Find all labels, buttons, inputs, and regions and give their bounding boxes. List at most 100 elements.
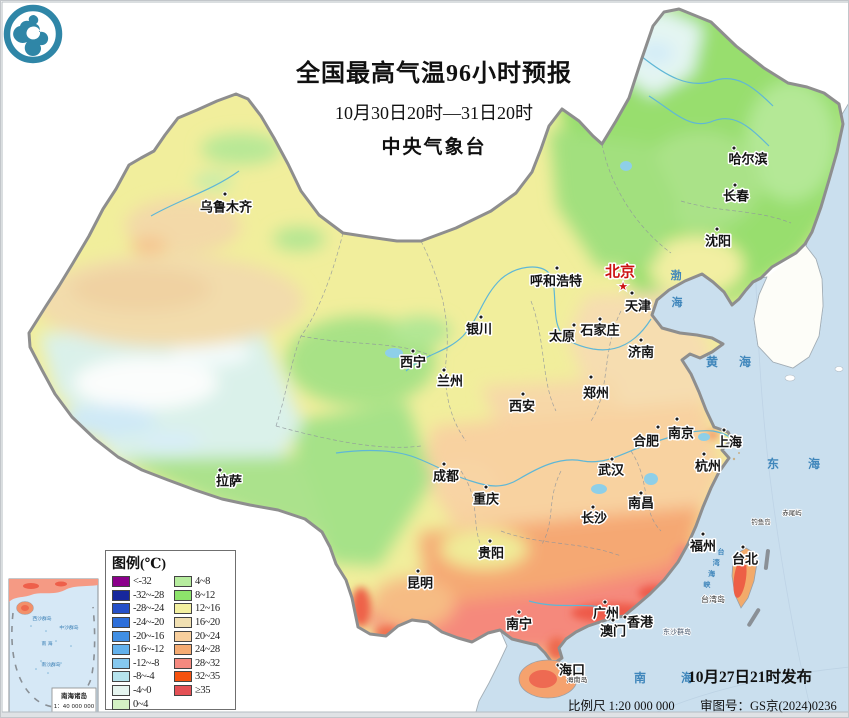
city-贵阳: 贵阳 (476, 538, 506, 563)
city-dot (700, 531, 706, 537)
island-label-东沙群岛: 东沙群岛 (663, 627, 691, 636)
city-兰州: 兰州 (435, 367, 465, 391)
cma-logo (3, 4, 63, 64)
legend-swatch (112, 603, 130, 615)
legend-title: 图例(℃) (112, 557, 167, 572)
inset-label-南 海: 南 海 (41, 640, 52, 647)
city-dot (638, 490, 644, 496)
city-天津: 天津 (623, 290, 653, 316)
hainan-island (518, 659, 578, 699)
city-济南: 济南 (626, 337, 656, 362)
island-label-赤尾屿: 赤尾屿 (782, 508, 802, 517)
legend-column-2: 4~8 8~12 12~16 16~20 20~24 24~28 28~32 32~35 ≥35 (174, 575, 234, 711)
city-香港: 香港 (622, 613, 655, 632)
boundary-dash-segments (747, 549, 770, 627)
sea-label-渤海: 渤海 (671, 268, 683, 309)
city-label: 贵阳 (478, 546, 504, 562)
inset-title: 南海诸岛 (61, 691, 88, 700)
city-武汉: 武汉 (596, 456, 626, 480)
legend-range-label: -28~-24 (133, 603, 164, 615)
temperature-legend: 图例(℃) <-32 -32~-28 -28~-24 -24~-20 -20~-16 -1… (105, 550, 236, 710)
city-dot (655, 424, 661, 430)
legend-swatch (112, 617, 130, 629)
city-label: 长春 (723, 189, 750, 205)
city-label: 银川 (466, 322, 492, 338)
korea-peninsula (753, 245, 824, 369)
city-dot (674, 416, 680, 422)
island-label-海南岛: 海南岛 (567, 675, 588, 684)
city-dot (701, 451, 707, 457)
city-label: 西宁 (400, 355, 426, 371)
city-石家庄: 石家庄 (578, 316, 621, 340)
city-dot (597, 316, 603, 322)
legend-range-label: 28~32 (195, 657, 220, 669)
city-dot (441, 367, 447, 373)
legend-range-label: -12~-8 (133, 657, 160, 669)
legend-swatch (112, 644, 130, 656)
city-南宁: 南宁 (504, 609, 534, 634)
legend-range-label: ≥35 (195, 685, 211, 697)
city-西宁: 西宁 (398, 348, 428, 372)
legend-row: -32~-28 (112, 589, 174, 603)
logo-center (27, 27, 37, 37)
city-拉萨: 拉萨 (214, 467, 244, 491)
city-银川: 银川 (464, 314, 494, 339)
city-label: 南宁 (506, 617, 532, 633)
legend-range-label: -20~-16 (133, 630, 164, 642)
legend-row: 16~20 (174, 616, 234, 630)
legend-swatch (174, 603, 192, 615)
city-dot (590, 504, 596, 510)
inset-scale: 1：40 000 000 (54, 704, 95, 710)
legend-row: -12~-8 (112, 657, 174, 671)
city-dot (487, 538, 493, 544)
city-dot (217, 467, 223, 473)
city-dot (410, 348, 416, 354)
city-label: 郑州 (583, 386, 609, 402)
legend-swatch (112, 589, 130, 601)
city-label: 福州 (689, 539, 716, 555)
legend-swatch (174, 671, 192, 683)
city-dot (721, 427, 727, 433)
city-dot (516, 609, 522, 615)
city-label: 武汉 (598, 463, 625, 479)
city-成都: 成都 (431, 461, 461, 486)
legend-row: 0~4 (112, 697, 174, 711)
province-boundaries (275, 143, 792, 557)
city-dot (622, 614, 628, 620)
city-label: 南昌 (628, 496, 654, 512)
legend-row: -8~-4 (112, 670, 174, 684)
legend-swatch (174, 644, 192, 656)
legend-swatch (112, 685, 130, 697)
city-label: 合肥 (633, 434, 659, 450)
city-南京: 南京 (666, 416, 696, 443)
city-dot (629, 290, 635, 296)
bottom-frame-strip (1, 712, 848, 717)
legend-row: 8~12 (174, 589, 234, 603)
sea-label-台湾海峡: 台湾海峡 (703, 547, 724, 589)
legend-row: 28~32 (174, 657, 234, 671)
city-label: 西安 (509, 399, 535, 415)
city-沈阳: 沈阳 (703, 226, 733, 251)
inset-label-西沙群岛: 西沙群岛 (32, 615, 51, 622)
legend-range-label: 8~12 (195, 589, 215, 601)
rivers (150, 55, 774, 608)
publish-time: 10月27日21时发布 (688, 669, 813, 686)
legend-row: <-32 (112, 575, 174, 589)
city-dot (609, 456, 615, 462)
legend-row: -16~-12 (112, 643, 174, 657)
legend-swatch (174, 589, 192, 601)
city-长春: 长春 (721, 182, 751, 206)
legend-row: 4~8 (174, 575, 234, 589)
map-scale: 比例尺 1:20 000 000 (568, 699, 675, 713)
legend-column-1: <-32 -32~-28 -28~-24 -24~-20 -20~-16 -16~-12-… (112, 575, 174, 711)
city-label: 杭州 (695, 459, 721, 475)
city-label: 哈尔滨 (728, 152, 767, 168)
city-dot (732, 182, 738, 188)
city-重庆: 重庆 (471, 484, 501, 509)
legend-range-label: 24~28 (195, 644, 220, 656)
legend-swatch (174, 685, 192, 697)
